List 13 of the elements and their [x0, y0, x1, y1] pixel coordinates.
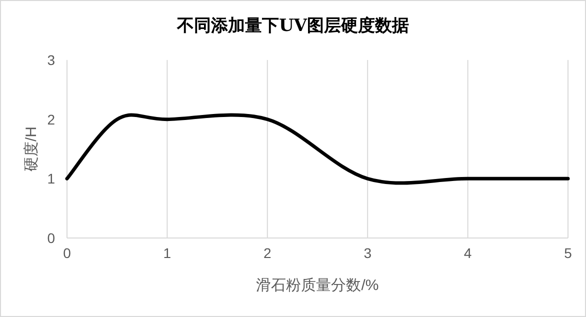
x-tick-label: 2	[264, 245, 272, 261]
y-axis-title: 硬度/H	[23, 126, 40, 172]
y-tick-label: 3	[47, 52, 56, 68]
y-tick-label: 2	[47, 111, 56, 128]
x-tick-label: 1	[163, 245, 172, 261]
y-tick-label: 1	[47, 170, 56, 187]
chart-title: 不同添加量下UV图层硬度数据	[176, 16, 410, 36]
x-tick-label: 4	[464, 245, 472, 261]
x-tick-label: 0	[63, 245, 72, 261]
x-tick-label: 3	[364, 245, 372, 261]
x-axis-title: 滑石粉质量分数/%	[256, 277, 379, 294]
y-tick-label: 0	[47, 230, 56, 246]
x-tick-label: 5	[564, 245, 572, 261]
